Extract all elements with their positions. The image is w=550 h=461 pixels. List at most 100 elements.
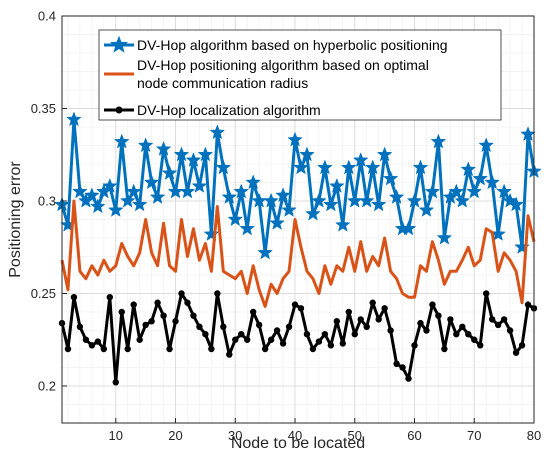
series-3-point [130, 301, 137, 308]
series-1-point [376, 146, 393, 162]
series-3-point [345, 308, 352, 316]
series-1-point [418, 202, 435, 217]
x-tick-label: 30 [228, 428, 242, 443]
series-3-point [506, 327, 514, 334]
series-3-point [518, 342, 526, 349]
series-3-point [160, 312, 167, 319]
x-tick-label: 40 [288, 428, 302, 443]
series-3-point [261, 345, 269, 353]
series-3-point [303, 331, 311, 338]
series-3-point [339, 340, 347, 347]
y-axis-label: Positioning error [7, 161, 24, 278]
series-1-point [269, 215, 285, 230]
series-1-point [221, 189, 238, 204]
x-tick-label: 80 [527, 428, 541, 443]
series-1-point [125, 183, 142, 199]
series-3-point [477, 342, 484, 349]
series-3-point [214, 290, 221, 297]
series-3-point [136, 336, 143, 343]
series-3-point [249, 308, 257, 316]
series-3-point [435, 312, 442, 319]
series-3-point [500, 316, 508, 323]
series-3-point [447, 316, 454, 323]
series-1-point [293, 159, 309, 175]
legend-label-optimal-radius: DV-Hop positioning algorithm based on op… [137, 57, 433, 91]
series-1-point [215, 159, 232, 175]
series-1-point [424, 183, 441, 199]
legend-label-dvhop: DV-Hop localization algorithm [137, 102, 321, 118]
series-3-point [321, 331, 329, 338]
series-3-point [309, 345, 317, 353]
series-3-point [441, 345, 448, 353]
series-1-point [496, 183, 512, 199]
series-3-point [70, 294, 78, 301]
series-3-point [381, 305, 388, 312]
series-3-point [82, 336, 90, 343]
series-1-point [90, 198, 106, 214]
x-tick-label: 10 [109, 428, 123, 443]
series-1-point [370, 196, 387, 212]
series-3-point [100, 345, 108, 353]
plot-frame [61, 15, 535, 424]
legend-label-hyperbolic: DV-Hop algorithm based on hyperbolic pos… [137, 37, 448, 53]
series-3-point [488, 316, 496, 323]
series-3-point [273, 327, 281, 334]
x-axis-label: Node to be located [231, 435, 365, 452]
series-1-point [137, 137, 154, 153]
series-1-point [400, 220, 417, 236]
series-3-point [465, 331, 472, 338]
series-1 [54, 111, 542, 260]
series-2 [60, 199, 536, 308]
x-tick-label: 50 [348, 428, 362, 443]
series-3-point [285, 323, 293, 330]
series-1-point [209, 124, 226, 140]
series-3-point [76, 323, 84, 330]
series-1-point [478, 137, 495, 153]
series-1-point [263, 192, 279, 208]
series-1-point [173, 146, 190, 162]
series-3-point [88, 342, 96, 349]
series-1-point [101, 178, 118, 193]
legend-entry-optimal-radius: DV-Hop positioning algorithm based on op… [104, 57, 433, 91]
series-1-point [161, 165, 178, 180]
series-1-point [287, 131, 303, 147]
legend-circle-icon [115, 106, 123, 114]
series-1-point [335, 216, 351, 232]
series-1-point [257, 244, 273, 260]
series-3-point [172, 318, 179, 325]
series-1-point [323, 196, 339, 212]
series-1-point [131, 196, 148, 212]
series-1-point [340, 159, 357, 175]
series-1-point [460, 161, 477, 177]
series-1-point [143, 174, 160, 190]
legend-entry-hyperbolic: DV-Hop algorithm based on hyperbolic pos… [104, 35, 448, 53]
series-1-point [472, 170, 489, 186]
series-3-point [471, 336, 478, 343]
series-1-point [317, 159, 333, 175]
series-3-point [142, 321, 149, 329]
series-1-point [484, 174, 500, 190]
series-1-point [299, 146, 315, 162]
series-3-point [106, 294, 113, 301]
series-3-point [291, 301, 299, 308]
x-tick-label: 20 [168, 428, 182, 443]
series-1-point [66, 111, 82, 127]
series-3-point [375, 316, 382, 323]
series-1-point [412, 159, 429, 175]
y-tick-label: 0.25 [31, 286, 56, 301]
series-3-point [208, 345, 215, 353]
series-1-point [149, 189, 166, 204]
series-1-point [406, 192, 423, 208]
series-1-point [382, 170, 399, 186]
series-1-point [436, 229, 453, 245]
series-1-point [239, 220, 256, 236]
series-1-point [358, 192, 375, 208]
series-3-point [387, 327, 394, 334]
series-1-point [520, 126, 536, 142]
series-3-point [238, 331, 245, 338]
series-1-point [352, 152, 369, 167]
series-3-point [118, 308, 125, 316]
series-1-point [311, 192, 327, 208]
y-tick-label: 0.4 [38, 9, 56, 24]
